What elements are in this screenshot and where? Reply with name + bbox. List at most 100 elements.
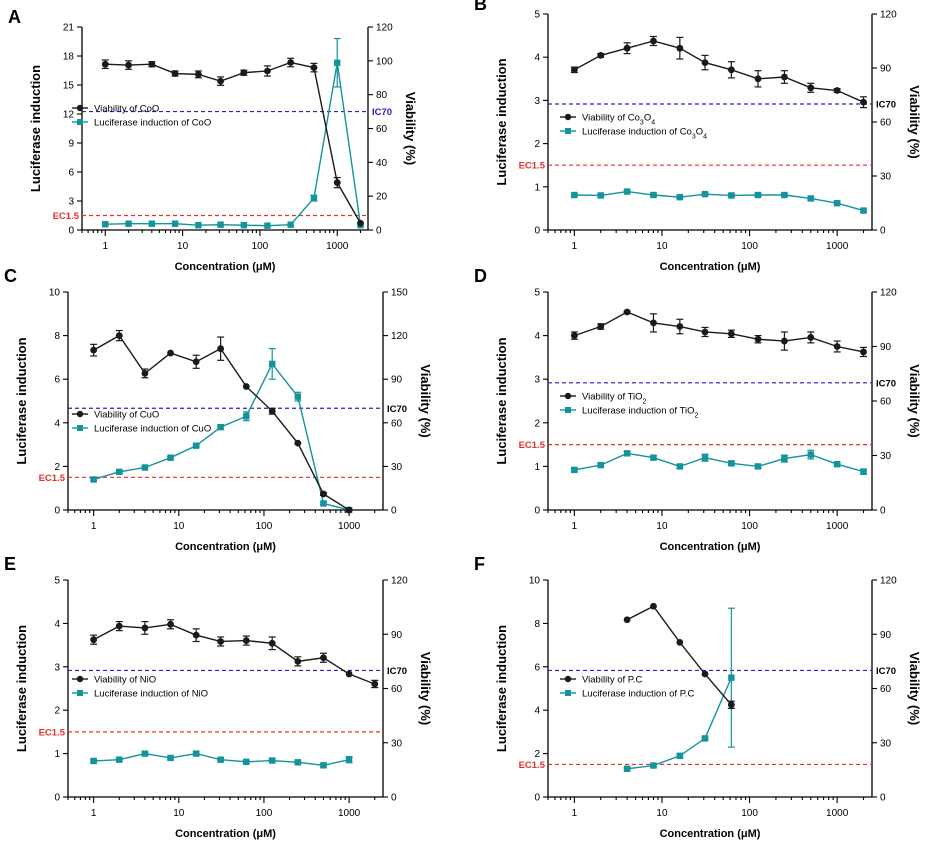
viability-point — [650, 37, 657, 45]
viability-point — [141, 369, 149, 377]
y-right-tick-label: 120 — [376, 23, 393, 34]
viability-point — [754, 335, 762, 343]
x-tick-label: 100 — [741, 521, 758, 532]
y-right-tick-label: 60 — [880, 684, 892, 695]
x-tick-label: 1000 — [338, 808, 361, 819]
legend-viability-label: Viability of Co3O4 — [582, 113, 655, 127]
viability-point — [167, 620, 174, 628]
legend-viability-label: Viability of TiO2 — [582, 392, 647, 406]
y-axis-title-right: Viability (%) — [907, 85, 922, 158]
x-tick-label: 1 — [572, 521, 578, 532]
y-right-tick-label: 0 — [391, 793, 397, 804]
y-right-tick-label: 120 — [391, 331, 408, 342]
x-axis-title: Concentration (μM) — [660, 541, 761, 553]
y-axis-title-left: Luciferase induction — [14, 337, 29, 464]
luciferase-point — [623, 450, 631, 457]
y-left-tick-label: 2 — [54, 706, 60, 717]
viability-point — [807, 334, 815, 341]
y-right-tick-label: 30 — [391, 462, 403, 473]
x-tick-label: 1000 — [826, 521, 849, 532]
legend-viability-marker — [76, 104, 84, 112]
luciferase-point — [167, 754, 174, 762]
legend-luciferase-marker — [77, 690, 83, 696]
viability-point — [781, 337, 788, 345]
luciferase-point — [701, 190, 709, 198]
luciferase-point — [116, 468, 123, 476]
luciferase-point — [320, 762, 327, 769]
y-right-tick-label: 80 — [376, 90, 388, 101]
y-left-tick-label: 1 — [534, 462, 540, 473]
viability-point — [727, 330, 735, 338]
viability-point — [623, 44, 631, 52]
luciferase-point — [243, 758, 250, 766]
y-left-tick-label: 10 — [49, 288, 61, 299]
x-axis-title: Concentration (μM) — [175, 828, 276, 840]
panel-label: D — [474, 266, 487, 286]
ic70-label: IC70 — [387, 404, 407, 415]
luciferase-point — [728, 674, 735, 681]
panel-label: F — [474, 554, 485, 574]
y-right-tick-label: 90 — [880, 64, 892, 75]
luciferase-line — [574, 190, 864, 212]
luciferase-point — [345, 756, 353, 763]
panel-label: E — [4, 554, 16, 574]
y-left-tick-label: 12 — [63, 110, 75, 121]
y-left-tick-label: 10 — [529, 576, 541, 587]
x-axis-title: Concentration (μM) — [660, 261, 761, 273]
y-left-tick-label: 5 — [534, 10, 540, 21]
viability-point — [294, 657, 302, 665]
ec15-label: EC1.5 — [53, 211, 80, 222]
viability-point — [240, 69, 248, 77]
y-right-tick-label: 0 — [880, 793, 886, 804]
panel-label: C — [4, 266, 17, 286]
luciferase-point — [90, 757, 97, 765]
luciferase-point — [269, 757, 276, 764]
luciferase-point — [571, 191, 578, 199]
luciferase-point — [807, 195, 814, 202]
luciferase-point — [90, 476, 97, 483]
y-axis-title-left: Luciferase induction — [494, 625, 509, 752]
x-tick-label: 100 — [256, 521, 273, 532]
y-right-tick-label: 60 — [880, 118, 892, 129]
ic70-label: IC70 — [876, 666, 896, 677]
legend-viability-label: Viability of CoO — [94, 104, 159, 115]
viability-point — [287, 59, 295, 66]
luciferase-line — [93, 362, 350, 511]
legend-luciferase-label: Luciferase induction of P.C — [582, 689, 694, 700]
luciferase-point — [217, 756, 224, 763]
x-tick-label: 1 — [91, 521, 97, 532]
x-axis-title: Concentration (μM) — [175, 541, 276, 553]
x-axis-title: Concentration (μM) — [175, 261, 276, 273]
legend-viability-label: Viability of CuO — [94, 410, 159, 421]
x-tick-label: 10 — [177, 241, 189, 252]
legend-viability-marker — [76, 410, 84, 418]
viability-point — [597, 323, 605, 330]
ic70-label: IC70 — [876, 378, 896, 389]
luciferase-point — [676, 752, 684, 759]
luciferase-point — [860, 207, 867, 214]
viability-point — [264, 67, 271, 75]
y-right-tick-label: 120 — [880, 576, 897, 587]
luciferase-point — [650, 762, 657, 769]
viability-point — [833, 343, 841, 350]
ec15-label: EC1.5 — [519, 440, 546, 451]
viability-point — [90, 346, 98, 354]
y-axis-title-left: Luciferase induction — [28, 65, 43, 192]
luciferase-point — [623, 765, 631, 772]
y-right-tick-label: 60 — [880, 397, 892, 408]
luciferase-point — [701, 454, 709, 461]
viability-point — [623, 308, 631, 316]
luciferase-point — [116, 756, 123, 763]
y-right-tick-label: 90 — [880, 630, 892, 641]
luciferase-point — [650, 191, 657, 199]
viability-point — [676, 323, 684, 330]
viability-line — [105, 61, 362, 224]
viability-point — [194, 70, 202, 78]
ec15-label: EC1.5 — [519, 161, 546, 172]
viability-line — [93, 623, 376, 685]
luciferase-point — [728, 192, 735, 199]
